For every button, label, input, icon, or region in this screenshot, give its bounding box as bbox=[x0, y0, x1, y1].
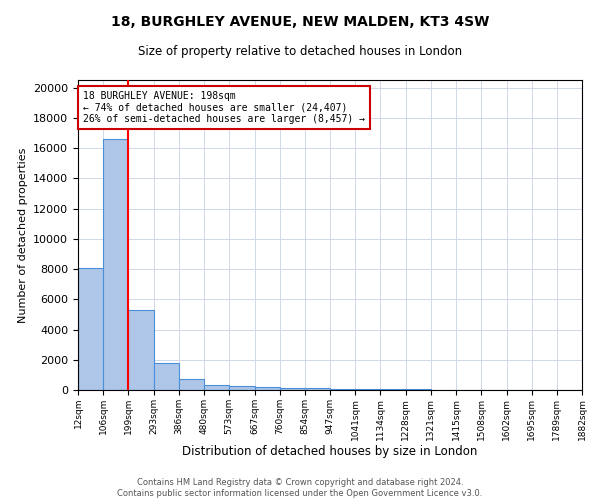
Bar bbox=[355, 389, 380, 390]
Bar bbox=[280, 388, 305, 390]
Bar bbox=[154, 363, 179, 390]
Bar bbox=[254, 387, 280, 390]
Bar bbox=[305, 388, 330, 390]
Bar bbox=[380, 389, 406, 390]
Bar bbox=[204, 384, 229, 390]
Text: 18 BURGHLEY AVENUE: 198sqm
← 74% of detached houses are smaller (24,407)
26% of : 18 BURGHLEY AVENUE: 198sqm ← 74% of deta… bbox=[83, 90, 365, 124]
Bar bbox=[103, 139, 128, 390]
Bar bbox=[78, 268, 103, 390]
Bar bbox=[330, 389, 355, 390]
Bar bbox=[128, 310, 154, 390]
X-axis label: Distribution of detached houses by size in London: Distribution of detached houses by size … bbox=[182, 446, 478, 458]
Text: Size of property relative to detached houses in London: Size of property relative to detached ho… bbox=[138, 45, 462, 58]
Text: 18, BURGHLEY AVENUE, NEW MALDEN, KT3 4SW: 18, BURGHLEY AVENUE, NEW MALDEN, KT3 4SW bbox=[111, 15, 489, 29]
Bar bbox=[179, 380, 204, 390]
Bar bbox=[229, 386, 254, 390]
Text: Contains HM Land Registry data © Crown copyright and database right 2024.
Contai: Contains HM Land Registry data © Crown c… bbox=[118, 478, 482, 498]
Y-axis label: Number of detached properties: Number of detached properties bbox=[17, 148, 28, 322]
